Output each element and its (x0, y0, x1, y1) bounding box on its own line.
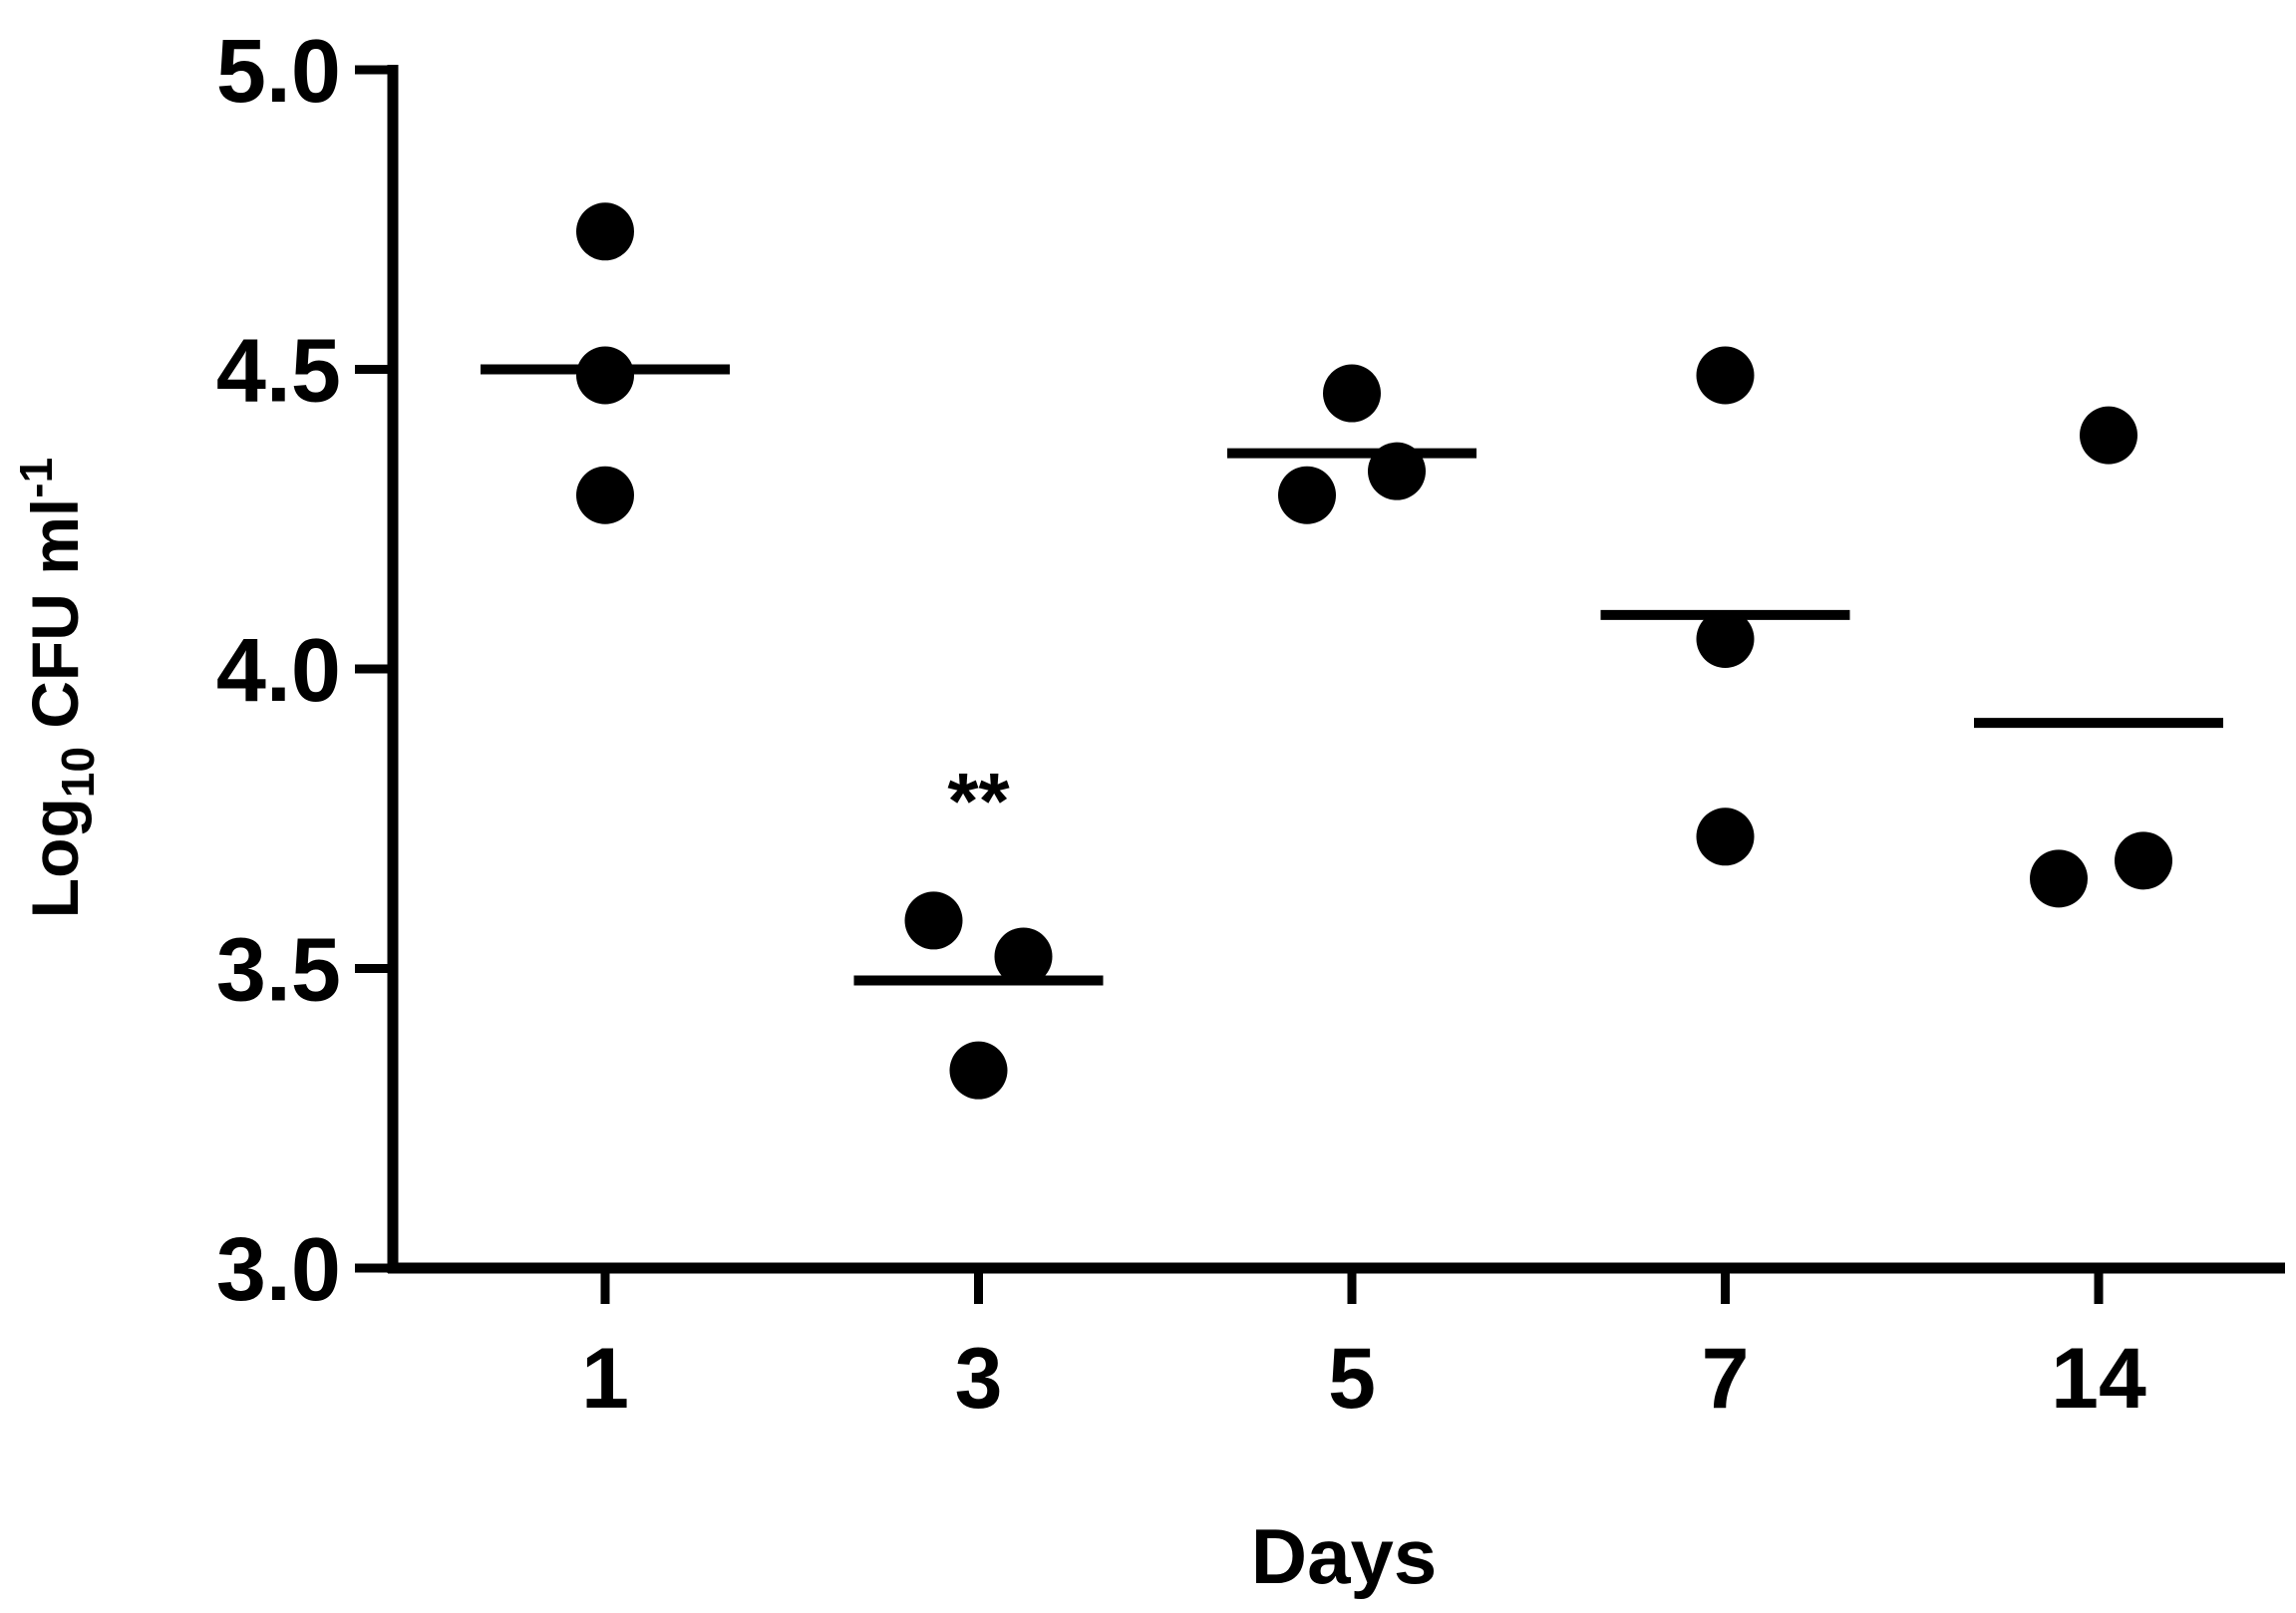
y-tick-label: 5.0 (216, 22, 341, 122)
y-tick-label: 3.5 (216, 921, 341, 1021)
x-tick-label: 1 (581, 1331, 629, 1427)
x-tick-label: 3 (955, 1331, 1003, 1427)
y-tick-label: 4.5 (216, 322, 341, 422)
y-axis-label: Log10 CFU ml-1 (10, 458, 104, 918)
y-label-main: CFU ml (18, 498, 92, 747)
annotation: ** (947, 757, 1010, 845)
x-tick-label: 14 (2051, 1331, 2146, 1427)
y-tick-label: 4.0 (216, 621, 341, 721)
data-point (1323, 364, 1381, 423)
x-axis-label: Days (1251, 1512, 1437, 1600)
y-label-sup: -1 (10, 458, 62, 498)
data-point (576, 202, 634, 261)
data-point (1278, 466, 1336, 524)
data-point (576, 346, 634, 405)
y-tick-label: 3.0 (216, 1220, 341, 1320)
data-point (576, 466, 634, 524)
data-point (949, 1041, 1008, 1100)
data-point (1696, 807, 1755, 866)
y-label-base: Log (18, 798, 92, 918)
data-point (2080, 406, 2137, 465)
y-label-sub: 10 (52, 747, 104, 798)
data-point (904, 891, 963, 950)
data-point (1696, 609, 1755, 668)
data-point (2115, 831, 2172, 890)
data-point (1696, 346, 1755, 405)
x-tick-label: 7 (1702, 1331, 1750, 1427)
x-tick-label: 5 (1328, 1331, 1376, 1427)
data-point (2030, 849, 2088, 908)
data-point (994, 927, 1053, 986)
